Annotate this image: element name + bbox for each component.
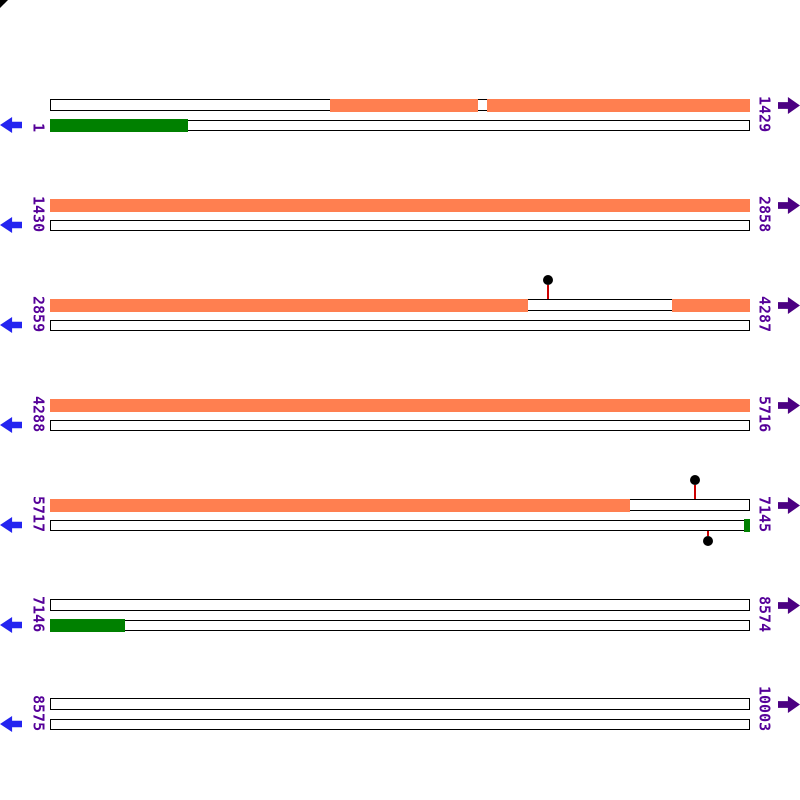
marker-dot — [703, 536, 713, 546]
orf-feature-forward — [50, 299, 528, 312]
orf-feature-forward — [672, 299, 750, 312]
row-start-coordinate: 2859 — [28, 285, 48, 332]
reverse-strand-arrow-icon — [0, 117, 22, 133]
orf-feature-reverse — [744, 519, 750, 532]
orf-feature-forward — [50, 399, 750, 412]
reverse-strand-track — [50, 220, 750, 231]
reverse-strand-arrow-icon — [0, 517, 22, 533]
forward-strand-track — [50, 599, 750, 611]
row-end-coordinate: 2858 — [754, 185, 774, 232]
row-end-coordinate-label: 1429 — [755, 95, 774, 132]
reverse-strand-arrow-icon — [0, 217, 22, 233]
row-start-coordinate: 1430 — [28, 185, 48, 232]
row-start-coordinate: 8575 — [28, 684, 48, 731]
row-end-coordinate-label: 4287 — [755, 295, 774, 332]
corner-mark — [0, 0, 8, 8]
row-start-coordinate-label: 8575 — [29, 694, 48, 731]
row-end-coordinate-label: 5716 — [755, 395, 774, 432]
row-end-coordinate-label: 7145 — [755, 495, 774, 532]
reverse-strand-arrow-icon — [0, 317, 22, 333]
reverse-strand-track — [50, 620, 750, 631]
row-start-coordinate-label: 1430 — [29, 195, 48, 232]
orf-feature-reverse — [50, 619, 125, 632]
row-start-coordinate-label: 5717 — [29, 495, 48, 532]
orf-feature-forward — [487, 99, 750, 112]
forward-strand-arrow-icon — [778, 696, 800, 713]
row-end-coordinate-label: 10003 — [755, 685, 774, 731]
marker-dot — [690, 475, 700, 485]
row-start-coordinate-label: 4288 — [29, 395, 48, 432]
row-end-coordinate-label: 8574 — [755, 595, 774, 632]
row-start-coordinate: 5717 — [28, 485, 48, 532]
row-start-coordinate-label: 2859 — [29, 295, 48, 332]
row-end-coordinate: 1429 — [754, 85, 774, 132]
row-end-coordinate-label: 2858 — [755, 195, 774, 232]
forward-strand-arrow-icon — [778, 197, 800, 214]
row-start-coordinate-label: 1 — [29, 122, 48, 132]
marker-stem — [707, 531, 709, 536]
forward-strand-track — [50, 698, 750, 710]
marker-stem — [547, 285, 549, 299]
marker-dot — [543, 275, 553, 285]
reverse-strand-track — [50, 420, 750, 431]
reverse-strand-arrow-icon — [0, 617, 22, 633]
row-end-coordinate: 5716 — [754, 385, 774, 432]
orf-feature-forward — [50, 199, 750, 212]
reverse-strand-arrow-icon — [0, 417, 22, 433]
row-end-coordinate: 7145 — [754, 485, 774, 532]
row-start-coordinate-label: 7146 — [29, 595, 48, 632]
row-end-coordinate: 4287 — [754, 285, 774, 332]
reverse-strand-track — [50, 520, 750, 531]
reverse-strand-arrow-icon — [0, 716, 22, 732]
forward-strand-arrow-icon — [778, 297, 800, 314]
row-start-coordinate: 4288 — [28, 385, 48, 432]
forward-strand-arrow-icon — [778, 497, 800, 514]
row-start-coordinate: 1 — [28, 85, 48, 132]
reverse-strand-track — [50, 320, 750, 331]
marker-stem — [694, 485, 696, 499]
row-end-coordinate: 8574 — [754, 585, 774, 632]
row-start-coordinate: 7146 — [28, 585, 48, 632]
row-end-coordinate: 10003 — [754, 684, 774, 731]
orf-feature-forward — [50, 499, 630, 512]
forward-strand-arrow-icon — [778, 597, 800, 614]
orf-feature-reverse — [50, 119, 188, 132]
orf-feature-forward — [330, 99, 478, 112]
reverse-strand-track — [50, 719, 750, 730]
forward-strand-arrow-icon — [778, 397, 800, 414]
forward-strand-arrow-icon — [778, 97, 800, 114]
